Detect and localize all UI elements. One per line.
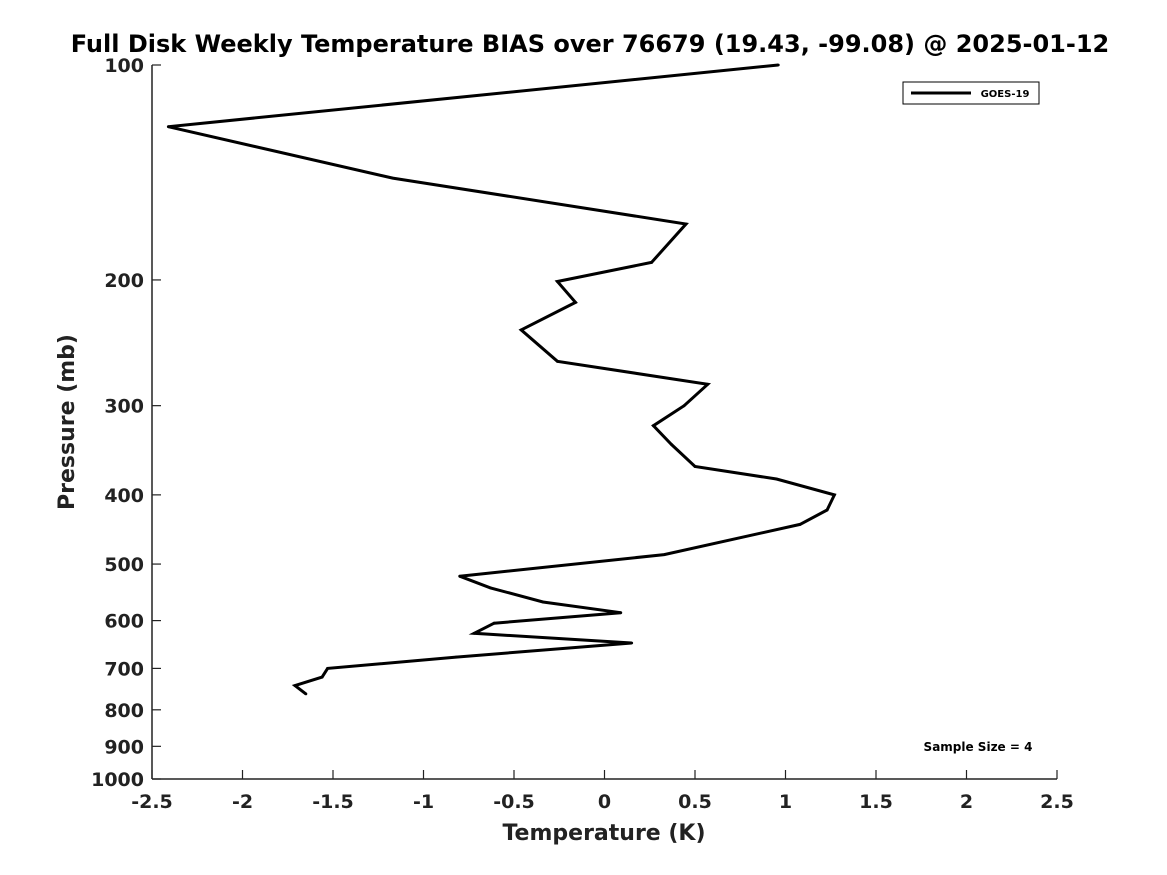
x-axis-label: Temperature (K) xyxy=(502,821,705,846)
data-point xyxy=(556,359,559,363)
data-point xyxy=(326,667,329,670)
data-point xyxy=(798,523,802,526)
data-point xyxy=(556,280,559,283)
data-point xyxy=(166,125,170,129)
data-point xyxy=(776,63,780,67)
y-tick-label: 1000 xyxy=(91,769,144,791)
data-point xyxy=(650,261,653,264)
x-tick-label: -2 xyxy=(232,791,253,813)
data-point xyxy=(825,508,829,512)
y-tick-label: 800 xyxy=(104,700,144,722)
y-tick-label: 500 xyxy=(104,554,144,576)
data-point xyxy=(706,382,710,386)
x-tick-label: 1 xyxy=(779,791,792,813)
series-line-goes-19 xyxy=(167,63,837,696)
x-tick-label: 2 xyxy=(960,791,973,813)
data-point xyxy=(541,600,545,604)
y-tick-label: 400 xyxy=(104,485,144,507)
legend: GOES-19 xyxy=(902,81,1040,105)
x-tick-label: -1.5 xyxy=(312,791,354,813)
data-point xyxy=(472,631,476,635)
data-point xyxy=(652,424,655,428)
data-point xyxy=(574,301,577,304)
data-point xyxy=(458,574,462,578)
x-tick-label: -0.5 xyxy=(493,791,535,813)
data-point xyxy=(391,176,395,180)
data-point xyxy=(619,611,623,615)
sample-size-annotation: Sample Size = 4 xyxy=(924,740,1033,754)
data-point xyxy=(775,477,778,481)
chart-title: Full Disk Weekly Temperature BIAS over 7… xyxy=(71,30,1110,58)
x-tick-label: -2.5 xyxy=(131,791,173,813)
y-tick-label: 200 xyxy=(104,270,144,292)
data-point xyxy=(454,655,458,659)
data-point xyxy=(630,641,634,645)
data-point xyxy=(492,621,496,625)
y-tick-label: 100 xyxy=(104,55,144,77)
y-tick-label: 700 xyxy=(104,658,144,680)
data-point xyxy=(489,586,492,590)
y-tick-label: 600 xyxy=(104,611,144,633)
data-point xyxy=(682,404,686,408)
data-point xyxy=(304,692,308,696)
y-tick-label: 300 xyxy=(104,396,144,418)
x-tick-label: 2.5 xyxy=(1040,791,1074,813)
x-tick-label: 0.5 xyxy=(678,791,712,813)
x-ticks: -2.5 -2 -1.5 -1 -0.5 0 0.5 1 1.5 2 2.5 xyxy=(131,770,1074,813)
x-tick-label: 0 xyxy=(598,791,611,813)
y-axis-label: Pressure (mb) xyxy=(55,334,80,510)
data-point xyxy=(320,675,324,679)
data-point xyxy=(670,443,673,446)
data-point xyxy=(693,465,697,468)
x-tick-label: 1.5 xyxy=(859,791,893,813)
legend-label: GOES-19 xyxy=(981,89,1030,100)
data-point xyxy=(519,328,523,332)
data-point xyxy=(833,493,836,497)
data-point xyxy=(293,684,297,687)
x-tick-label: -1 xyxy=(413,791,434,813)
y-tick-label: 900 xyxy=(104,736,144,758)
data-points xyxy=(166,63,836,696)
axes xyxy=(151,65,1057,780)
data-point xyxy=(662,553,666,556)
y-ticks: 100 200 300 400 500 600 700 800 900 1000 xyxy=(91,55,161,791)
data-point xyxy=(684,222,688,226)
